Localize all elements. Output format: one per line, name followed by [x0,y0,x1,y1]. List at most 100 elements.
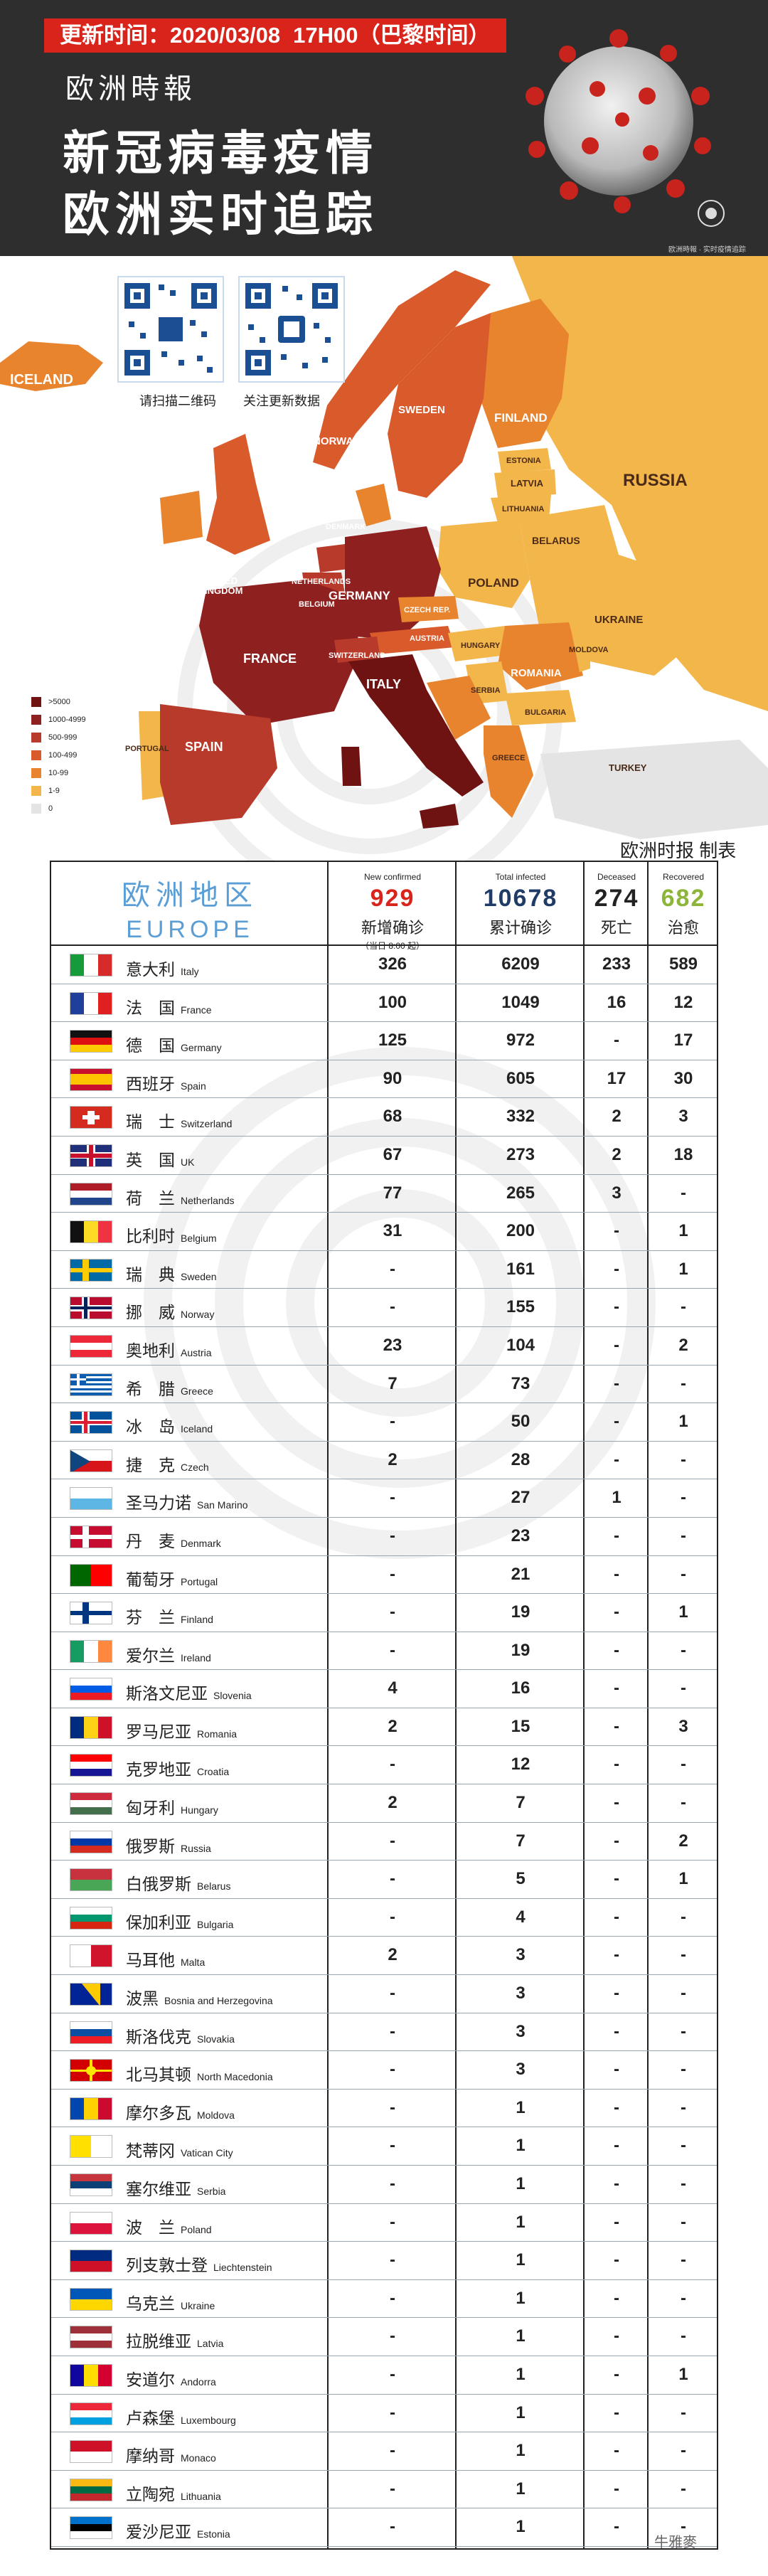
recovered-cell: - [681,1793,686,1813]
total-infected-cell: 1 [516,2517,526,2537]
deceased-cell: - [614,1640,619,1660]
label-bulgaria: BULGARIA [525,708,567,717]
total-infected-cell: 27 [511,1488,530,1508]
label-belarus: BELARUS [532,535,580,546]
legend-label: 500-999 [48,733,78,742]
legend-item: 500-999 [31,728,86,746]
country-name: 意大利 Italy [126,956,199,980]
label-switzerland: SWITZERLAND [329,651,386,660]
label-belgium: BELGIUM [299,600,335,609]
label-finland: FINLAND [494,411,548,425]
country-name-en: Estonia [197,2528,230,2540]
new-confirmed-cell: 77 [383,1183,402,1203]
deceased-cell: - [614,1373,619,1393]
new-confirmed-cell: - [390,1488,395,1508]
total-infected-cell: 1 [516,2212,526,2232]
country-name: 捷 克 Czech [126,1452,209,1476]
table-header: 欧洲地区 EUROPE New confirmed 929 新增确诊 （当日 8… [51,862,717,951]
country-name-zh: 冰 岛 [126,1417,175,1437]
country-name-zh: 塞尔维亚 [126,2180,191,2198]
deceased-cell: - [614,1526,619,1545]
qr-code-left[interactable] [117,276,224,383]
sicily-shape [420,804,459,829]
country-name-en: Ireland [181,1651,211,1664]
italy-shape [348,654,484,797]
country-name-zh: 波黑 [126,1989,159,2008]
deceased-cell: - [614,2479,619,2498]
country-name-en: Moldova [197,2109,235,2121]
country-name-zh: 克罗地亚 [126,1760,191,1779]
label-germany: GERMANY [329,589,390,602]
country-name: 列支敦士登 Liechtenstein [126,2252,272,2276]
recovered-cell: - [681,1488,686,1508]
recovered-cell: - [681,1907,686,1927]
new-confirmed-cell: 125 [378,1031,407,1050]
label-france: FRANCE [243,651,297,666]
table-row: 斯洛文尼亚 Slovenia 4 16 - - [51,1670,717,1708]
legend-label: 0 [48,804,53,813]
country-name-en: Serbia [197,2186,226,2197]
country-name-zh: 俄罗斯 [126,1836,175,1856]
country-name-zh: 斯洛文尼亚 [126,1684,208,1703]
country-name-en: Latvia [197,2338,224,2350]
total-infected-cell: 7 [516,1831,526,1851]
total-infected-cell: 3 [516,2060,526,2080]
country-name: 罗马尼亚 Romania [126,1718,237,1742]
recovered-cell: 12 [673,992,693,1012]
table-row: 波黑 Bosnia and Herzegovina - 3 - - [51,1975,717,2013]
qr-code-right[interactable] [238,276,345,383]
new-confirmed-cell: 90 [383,1068,402,1088]
recovered-cell: 2 [678,1831,688,1851]
new-confirmed-cell: - [390,2212,395,2232]
flag-icon [70,1678,112,1701]
new-confirmed-cell: 326 [378,954,407,974]
total-infected-cell: 1 [516,2441,526,2461]
country-name: 俄罗斯 Russia [126,1833,211,1857]
total-infected-cell: 3 [516,2021,526,2041]
column-divider [455,862,457,2548]
recovered-cell: 30 [673,1068,693,1088]
header-dead-zh: 死亡 [600,919,632,937]
country-name-zh: 英 国 [126,1150,175,1169]
country-name-en: Croatia [197,1766,230,1778]
country-name-zh: 葡萄牙 [126,1570,175,1589]
country-name-en: Netherlands [181,1194,235,1206]
recovered-cell: 1 [678,1602,688,1622]
country-name: 冰 岛 Iceland [126,1413,213,1437]
table-row: 摩纳哥 Monaco - 1 - - [51,2432,717,2471]
deceased-cell: - [614,1335,619,1355]
deceased-cell: - [614,1259,619,1279]
table-row: 波 兰 Poland - 1 - - [51,2204,717,2242]
update-time-banner: 更新时间：2020/03/08 17H00（巴黎时间） [44,18,506,53]
table-row: 挪 威 Norway - 155 - - [51,1289,717,1327]
deceased-cell: - [614,2212,619,2232]
total-infected-cell: 1 [516,2250,526,2270]
portugal-shape [139,711,164,800]
legend-item: >5000 [31,693,86,710]
recovered-cell: - [681,2250,686,2270]
new-confirmed-cell: - [390,1755,395,1774]
iceland-shape [0,341,103,391]
country-name-en: Denmark [181,1537,221,1549]
country-name: 波黑 Bosnia and Herzegovina [126,1985,273,2009]
country-name-zh: 爱沙尼亚 [126,2523,191,2542]
country-name-en: Switzerland [181,1118,233,1130]
deceased-cell: - [614,2364,619,2384]
country-name-en: Liechtenstein [213,2262,272,2274]
label-poland: POLAND [468,576,519,590]
flag-icon [70,1297,112,1320]
country-name-zh: 瑞 士 [126,1112,175,1132]
flag-icon [70,1258,112,1282]
new-confirmed-cell: - [390,2136,395,2156]
country-name-zh: 摩尔多瓦 [126,2103,191,2122]
greece-shape [484,725,533,818]
new-confirmed-cell: - [390,1640,395,1660]
header-recovered: Recovered 682 治愈 [649,872,717,938]
deceased-cell: 3 [612,1183,622,1203]
recovered-cell: - [681,2212,686,2232]
country-name: 葡萄牙 Portugal [126,1566,218,1590]
country-name-zh: 匈牙利 [126,1799,175,1818]
total-infected-cell: 28 [511,1449,530,1469]
flag-icon [70,1754,112,1777]
deceased-cell: - [614,2288,619,2308]
